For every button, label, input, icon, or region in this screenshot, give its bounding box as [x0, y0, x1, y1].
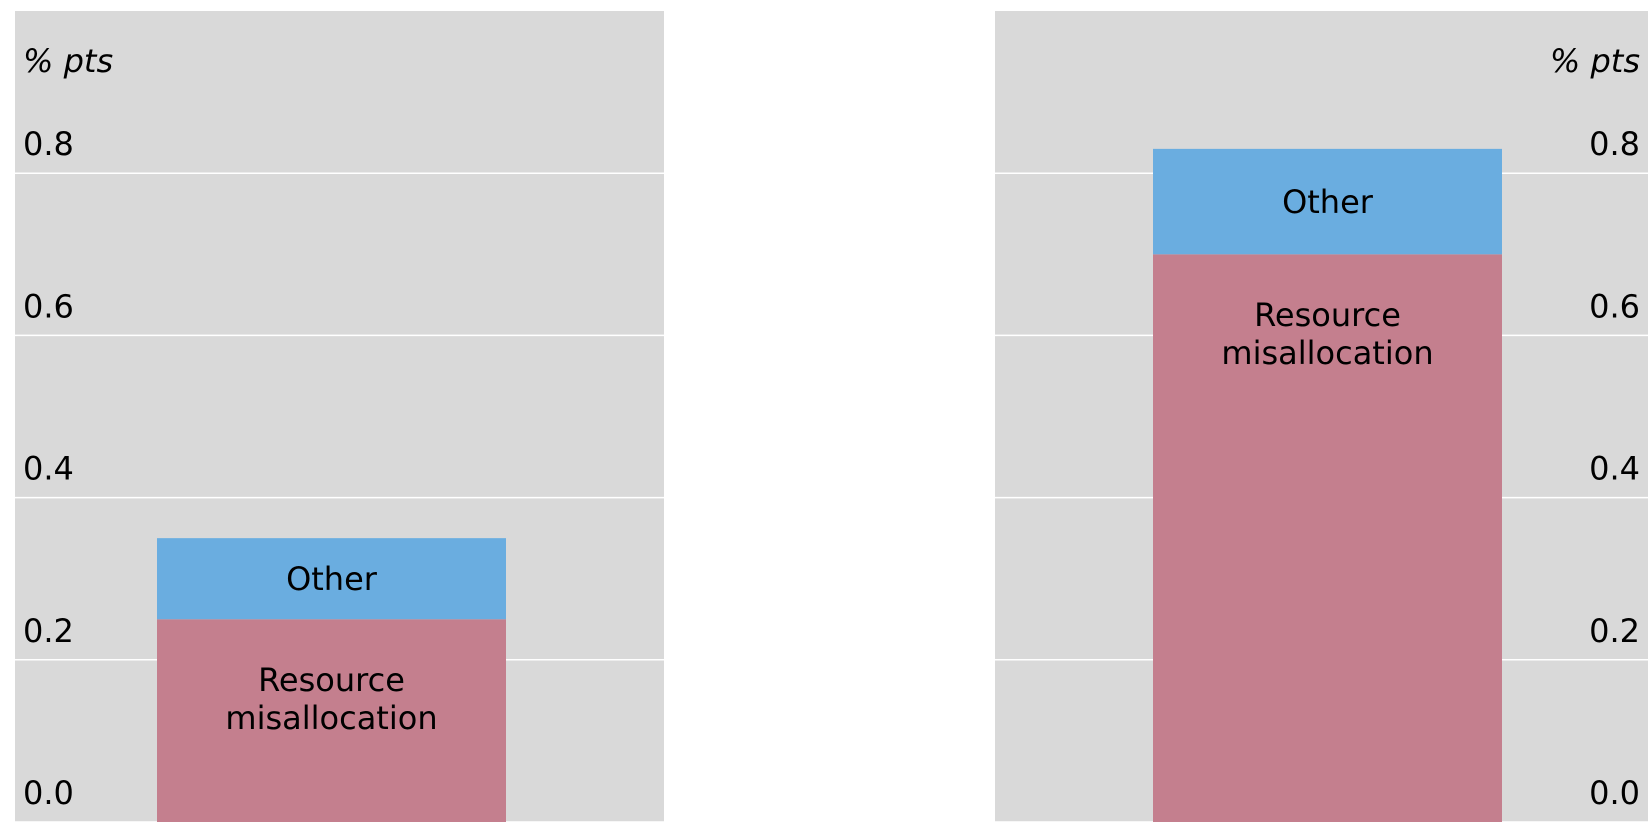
- y-tick-label: 0.4: [23, 450, 74, 488]
- y-tick-label: 0.6: [23, 287, 74, 325]
- y-tick-label: 0.8: [23, 125, 74, 163]
- panel: 0.0 0.2 0.4 0.6 0.8 % pts Resource misallocati…: [995, 11, 1648, 822]
- bar-segment: [1153, 148, 1502, 255]
- segment-label: Resource misallocation: [1221, 296, 1434, 373]
- segment-label-box: Other: [1282, 182, 1373, 221]
- y-tick-label: 0.6: [1589, 287, 1640, 325]
- bar-segment: [1153, 254, 1502, 822]
- bar-segment: [157, 619, 506, 822]
- segment-label: Resource misallocation: [225, 661, 438, 738]
- segment-label-box: Other: [286, 559, 377, 598]
- y-tick-label: 0.2: [1589, 612, 1640, 650]
- segment-label: Other: [1282, 182, 1373, 221]
- segment-label-box: Resource misallocation: [225, 661, 438, 738]
- y-tick-label: 0.0: [23, 774, 74, 812]
- y-tick-label: 0.2: [23, 612, 74, 650]
- segment-label: Other: [286, 559, 377, 598]
- bar-segment: [157, 538, 506, 620]
- panel: 0.0 0.2 0.4 0.6 0.8 % pts Resource misallocati…: [15, 11, 664, 822]
- y-tick-label: 0.0: [1589, 774, 1640, 812]
- y-axis-unit: % pts: [23, 42, 113, 80]
- segment-label-box: Resource misallocation: [1221, 296, 1434, 373]
- y-tick-label: 0.8: [1589, 125, 1640, 163]
- y-tick-label: 0.4: [1589, 450, 1640, 488]
- y-axis-unit: % pts: [1550, 42, 1640, 80]
